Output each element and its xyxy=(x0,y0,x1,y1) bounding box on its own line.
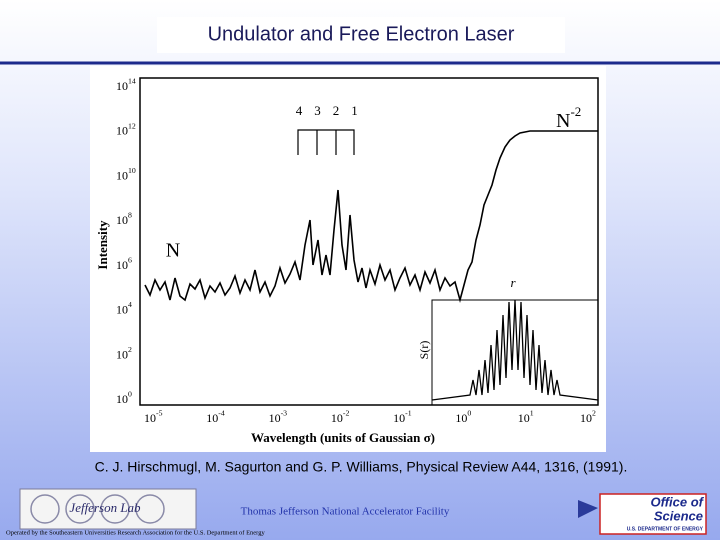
y-tick-label-base: 10 xyxy=(116,213,128,227)
y-tick-label: 106 xyxy=(116,255,132,271)
lab-logo-rings xyxy=(30,494,165,524)
x-tick-label: 10-5 xyxy=(144,408,163,424)
office-line2: Science xyxy=(654,508,703,523)
y-tick-label: 1014 xyxy=(116,76,136,92)
peak-label: 2 xyxy=(333,103,340,118)
y-tick-label-base: 10 xyxy=(116,258,128,272)
high-label-base: N xyxy=(556,110,570,132)
high-label-exp: -2 xyxy=(570,104,581,119)
x-tick-label: 10-3 xyxy=(269,408,288,424)
peak-bracket xyxy=(297,129,355,155)
caption: C. J. Hirschmugl, M. Sagurton and G. P. … xyxy=(95,459,628,475)
x-tick-label: 102 xyxy=(580,408,596,424)
x-tick-label-base: 10 xyxy=(518,411,530,425)
high-label: N-2 xyxy=(556,104,581,132)
x-tick-label: 10-2 xyxy=(331,408,350,424)
office-line3: U.S. DEPARTMENT OF ENERGY xyxy=(627,526,704,532)
x-tick-label: 101 xyxy=(518,408,534,424)
x-tick-label: 100 xyxy=(455,408,471,424)
y-tick-label: 108 xyxy=(116,211,132,227)
y-tick-label-exp: 6 xyxy=(128,255,132,264)
y-tick-label-exp: 2 xyxy=(128,345,132,354)
x-tick-label-base: 10 xyxy=(393,411,405,425)
x-tick-label-exp: 2 xyxy=(592,408,596,417)
x-tick-label: 10-4 xyxy=(206,408,225,424)
office-arrow xyxy=(578,500,598,518)
inset-curve xyxy=(431,299,599,401)
inset-x-label: r xyxy=(510,275,516,290)
title: Undulator and Free Electron Laser xyxy=(208,23,515,45)
operated-by: Operated by the Southeastern Universitie… xyxy=(6,529,265,536)
x-tick-label-exp: -1 xyxy=(405,408,412,417)
y-tick-label-base: 10 xyxy=(116,79,128,93)
y-tick-label-exp: 4 xyxy=(128,300,132,309)
peak-label: 3 xyxy=(314,103,321,118)
inset-y-label: S(r) xyxy=(417,341,431,360)
y-tick-label-base: 10 xyxy=(116,392,128,406)
x-tick-label-exp: -2 xyxy=(343,408,350,417)
x-tick-label-base: 10 xyxy=(580,411,592,425)
office-line1: Office of xyxy=(651,494,705,509)
y-tick-label-exp: 12 xyxy=(128,121,136,130)
y-tick-label-base: 10 xyxy=(116,302,128,316)
x-tick-label-base: 10 xyxy=(206,411,218,425)
y-tick-label: 104 xyxy=(116,300,132,316)
peak-label: 1 xyxy=(351,103,358,118)
x-tick-label-base: 10 xyxy=(144,411,156,425)
x-tick-label-exp: 0 xyxy=(467,408,471,417)
x-tick-label-exp: -3 xyxy=(281,408,288,417)
title-box xyxy=(157,17,565,53)
y-tick-label: 1010 xyxy=(116,166,136,182)
x-tick-label-exp: 1 xyxy=(530,408,534,417)
y-tick-label: 100 xyxy=(116,389,132,405)
y-tick-label-exp: 10 xyxy=(128,166,136,175)
y-tick-label-exp: 8 xyxy=(128,211,132,220)
x-tick-label: 10-1 xyxy=(393,408,412,424)
y-tick-label: 102 xyxy=(116,345,132,361)
x-tick-label-exp: -4 xyxy=(218,408,225,417)
lab-logo: Jefferson Lab xyxy=(69,500,141,515)
y-axis-label: Intensity xyxy=(95,220,110,270)
low-label: N xyxy=(166,240,180,262)
y-tick-label-base: 10 xyxy=(116,347,128,361)
x-tick-label-base: 10 xyxy=(331,411,343,425)
plot-frame xyxy=(139,77,599,406)
x-tick-label-base: 10 xyxy=(455,411,467,425)
intensity-curve xyxy=(144,130,598,304)
y-tick-label-base: 10 xyxy=(116,168,128,182)
x-tick-label-base: 10 xyxy=(269,411,281,425)
y-tick-label-exp: 14 xyxy=(128,76,136,85)
office-logo-box xyxy=(599,493,707,535)
x-tick-label-exp: -5 xyxy=(156,408,163,417)
y-tick-label-base: 10 xyxy=(116,123,128,137)
facility: Thomas Jefferson National Accelerator Fa… xyxy=(241,506,450,518)
y-tick-label: 1012 xyxy=(116,121,136,137)
peak-label: 4 xyxy=(296,103,303,118)
x-axis-label: Wavelength (units of Gaussian σ) xyxy=(251,430,435,445)
y-tick-label-exp: 0 xyxy=(128,389,132,398)
